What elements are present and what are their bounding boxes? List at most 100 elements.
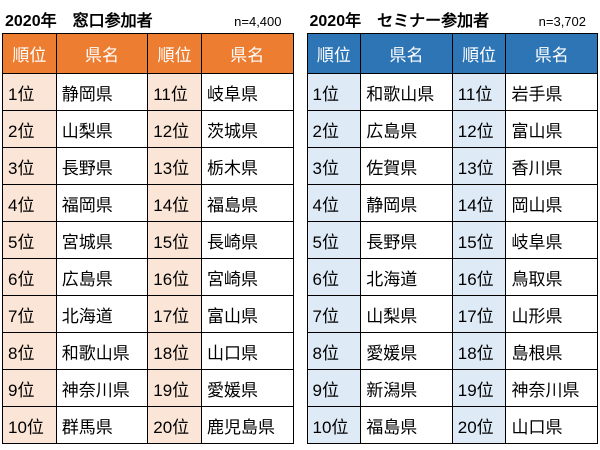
prefecture-cell: 山形県 [505, 295, 598, 333]
table-row: 8位 愛媛県 18位 島根県 [306, 332, 598, 370]
rank-cell: 8位 [2, 332, 57, 370]
rank-cell: 10位 [306, 406, 362, 444]
table-row: 1位 静岡県 11位 岐阜県 [2, 73, 294, 111]
prefecture-cell: 福岡県 [55, 184, 149, 222]
rank-cell: 20位 [147, 406, 202, 444]
prefecture-cell: 和歌山県 [360, 73, 453, 111]
rank-cell: 16位 [147, 258, 202, 296]
prefecture-cell: 福島県 [200, 184, 294, 222]
prefecture-cell: 鹿児島県 [200, 406, 294, 444]
counter-header-row: 順位 県名 順位 県名 [2, 33, 294, 74]
rank-cell: 5位 [2, 221, 57, 259]
table-row: 1位 和歌山県 11位 岩手県 [306, 73, 598, 111]
rank-cell: 15位 [451, 221, 507, 259]
table-row: 5位 宮城県 15位 長崎県 [2, 221, 294, 259]
rank-cell: 7位 [306, 295, 362, 333]
table-row: 3位 長野県 13位 栃木県 [2, 147, 294, 185]
table-row: 2位 山梨県 12位 茨城県 [2, 110, 294, 148]
rank-cell: 18位 [451, 332, 507, 370]
seminar-table-body: 1位 和歌山県 11位 岩手県 2位 広島県 12位 富山県 3位 佐賀県 13位 香川県 4位 静岡県 1… [306, 73, 598, 444]
prefecture-cell: 富山県 [200, 295, 294, 333]
seminar-table-title: 2020年 セミナー参加者 [309, 13, 490, 30]
prefecture-cell: 新潟県 [360, 369, 453, 407]
rank-column-header: 順位 [451, 33, 507, 74]
counter-sample-size-label: n=4,400 [234, 14, 282, 29]
rank-cell: 4位 [306, 184, 362, 222]
prefecture-cell: 愛媛県 [360, 332, 453, 370]
prefecture-cell: 岩手県 [505, 73, 598, 111]
prefecture-cell: 静岡県 [360, 184, 453, 222]
seminar-sample-size-label: n=3,702 [538, 14, 586, 29]
prefecture-cell: 佐賀県 [360, 147, 453, 185]
table-row: 7位 北海道 17位 富山県 [2, 295, 294, 333]
rank-cell: 10位 [2, 406, 57, 444]
table-row: 4位 静岡県 14位 岡山県 [306, 184, 598, 222]
rank-cell: 2位 [306, 110, 362, 148]
prefecture-cell: 静岡県 [55, 73, 149, 111]
prefecture-cell: 長野県 [360, 221, 453, 259]
rank-cell: 1位 [2, 73, 57, 111]
rank-cell: 13位 [451, 147, 507, 185]
table-row: 9位 新潟県 19位 神奈川県 [306, 369, 598, 407]
rank-cell: 6位 [306, 258, 362, 296]
rank-cell: 12位 [451, 110, 507, 148]
seminar-ranking-table: 順位 県名 順位 県名 1位 和歌山県 11位 岩手県 2位 広島県 12位 富山県 3位 佐賀県… [306, 33, 599, 444]
rank-cell: 3位 [2, 147, 57, 185]
prefecture-cell: 山梨県 [55, 110, 149, 148]
prefecture-column-header: 県名 [505, 33, 598, 74]
rank-cell: 1位 [306, 73, 362, 111]
prefecture-cell: 福島県 [360, 406, 453, 444]
prefecture-cell: 栃木県 [200, 147, 294, 185]
rank-cell: 17位 [147, 295, 202, 333]
prefecture-cell: 岐阜県 [200, 73, 294, 111]
counter-title-row: 2020年 窓口参加者 n=4,400 [2, 2, 294, 33]
seminar-header-row: 順位 県名 順位 県名 [306, 33, 598, 74]
prefecture-cell: 山口県 [200, 332, 294, 370]
rank-cell: 19位 [451, 369, 507, 407]
rank-cell: 9位 [2, 369, 57, 407]
rank-cell: 20位 [451, 406, 507, 444]
rank-cell: 7位 [2, 295, 57, 333]
rank-column-header: 順位 [2, 33, 57, 74]
rank-cell: 11位 [451, 73, 507, 111]
prefecture-cell: 和歌山県 [55, 332, 149, 370]
prefecture-cell: 茨城県 [200, 110, 294, 148]
rank-cell: 2位 [2, 110, 57, 148]
table-row: 8位 和歌山県 18位 山口県 [2, 332, 294, 370]
counter-table-body: 1位 静岡県 11位 岐阜県 2位 山梨県 12位 茨城県 3位 長野県 13位 栃木県 4位 福岡県 14… [2, 73, 294, 444]
table-row: 10位 群馬県 20位 鹿児島県 [2, 406, 294, 444]
prefecture-cell: 宮崎県 [200, 258, 294, 296]
rank-cell: 14位 [147, 184, 202, 222]
rank-cell: 16位 [451, 258, 507, 296]
rank-cell: 15位 [147, 221, 202, 259]
prefecture-column-header: 県名 [200, 33, 294, 74]
rank-cell: 13位 [147, 147, 202, 185]
prefecture-cell: 島根県 [505, 332, 598, 370]
prefecture-cell: 群馬県 [55, 406, 149, 444]
table-row: 6位 広島県 16位 宮崎県 [2, 258, 294, 296]
rank-cell: 9位 [306, 369, 362, 407]
rank-cell: 12位 [147, 110, 202, 148]
prefecture-cell: 北海道 [55, 295, 149, 333]
rank-column-header: 順位 [147, 33, 202, 74]
prefecture-cell: 神奈川県 [55, 369, 149, 407]
seminar-participants-section: 2020年 セミナー参加者 n=3,702 順位 県名 順位 県名 1位 和歌山県… [306, 2, 599, 444]
table-row: 3位 佐賀県 13位 香川県 [306, 147, 598, 185]
rank-cell: 5位 [306, 221, 362, 259]
rank-cell: 19位 [147, 369, 202, 407]
prefecture-cell: 岡山県 [505, 184, 598, 222]
table-row: 2位 広島県 12位 富山県 [306, 110, 598, 148]
table-row: 4位 福岡県 14位 福島県 [2, 184, 294, 222]
prefecture-cell: 山口県 [505, 406, 598, 444]
table-row: 10位 福島県 20位 山口県 [306, 406, 598, 444]
prefecture-cell: 香川県 [505, 147, 598, 185]
prefecture-cell: 富山県 [505, 110, 598, 148]
counter-table-title: 2020年 窓口参加者 [5, 13, 153, 30]
rank-cell: 4位 [2, 184, 57, 222]
prefecture-cell: 長崎県 [200, 221, 294, 259]
rank-cell: 8位 [306, 332, 362, 370]
prefecture-cell: 岐阜県 [505, 221, 598, 259]
table-row: 9位 神奈川県 19位 愛媛県 [2, 369, 294, 407]
table-row: 7位 山梨県 17位 山形県 [306, 295, 598, 333]
